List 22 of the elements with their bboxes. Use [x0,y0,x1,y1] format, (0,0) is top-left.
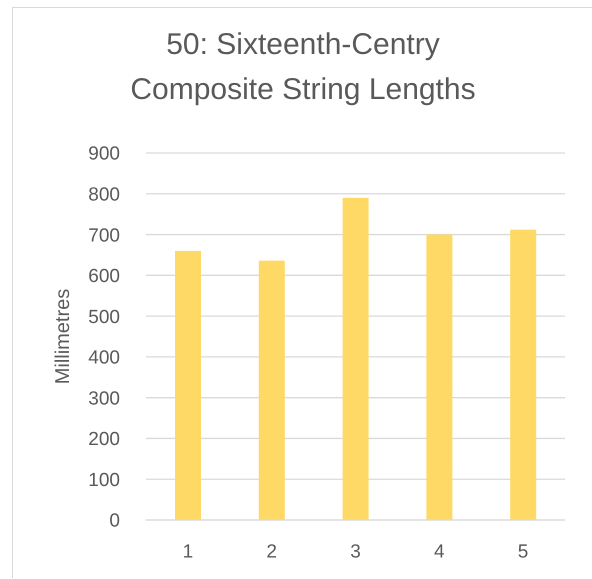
x-tick-label: 1 [182,541,194,562]
y-tick-label: 300 [88,388,120,410]
y-tick-label: 800 [88,184,120,206]
chart-title: 50: Sixteenth-Centry Composite String Lengths [129,27,477,108]
y-tick-label: 900 [88,144,120,165]
y-tick-label: 600 [88,266,120,288]
bar [342,198,369,520]
x-tick-label: 2 [266,541,277,562]
x-tick-label: 3 [350,541,361,562]
y-tick-label: 200 [88,429,120,450]
y-tick-label: 500 [88,306,120,328]
y-tick-label: 100 [88,470,120,491]
x-tick-label: 4 [434,541,446,562]
y-axis-title: Millimetres [52,288,74,384]
bar [510,230,536,520]
bar [258,260,285,520]
y-tick-label: 700 [88,225,120,246]
y-tick-label: 400 [88,348,120,369]
bar [175,250,201,520]
y-tick-label: 0 [109,510,120,532]
x-tick-label: 5 [518,541,528,562]
bar [426,234,452,520]
